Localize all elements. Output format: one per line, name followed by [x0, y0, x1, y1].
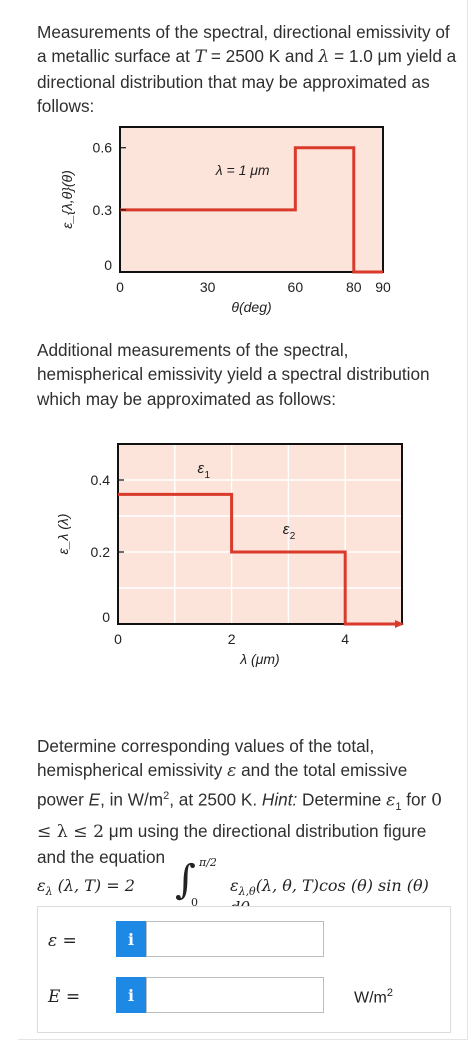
task-paragraph: Determine corresponding values of the to… — [37, 734, 457, 869]
plot-frame — [117, 443, 403, 625]
series-label-epsilon-1: ε — [198, 460, 205, 477]
series-label-subscript: 2 — [290, 531, 296, 542]
intro-text-2: yield a directional distribution that ma… — [37, 46, 457, 117]
unit-exponent: 2 — [163, 789, 170, 802]
task-text-1: Determine corresponding values of the to… — [37, 736, 375, 781]
y-tick-label: 0 — [104, 257, 112, 273]
equation-lhs-subscript: λ — [45, 885, 53, 899]
emissive-power-symbol: E — [88, 789, 101, 810]
wavelength-symbol: λ — [318, 47, 330, 68]
emissivity-series-line — [120, 146, 383, 274]
task-text-3: , in W/m — [100, 789, 164, 810]
emissivity-input[interactable] — [146, 921, 324, 957]
plot-background — [118, 444, 402, 624]
x-tick-label: 0 — [114, 631, 122, 647]
equation-lhs: ε — [37, 876, 46, 895]
series-label-subscript: 1 — [205, 470, 211, 481]
y-tick-label: 0 — [102, 609, 110, 625]
x-tick-label: 30 — [200, 279, 216, 295]
emissivity-symbol: ε — [227, 761, 237, 782]
info-icon[interactable]: i — [116, 977, 146, 1013]
integral-lower-limit: 0 — [191, 896, 198, 909]
intro-text-1: Measurements of the spectral, directiona… — [37, 22, 450, 67]
y-axis-label: ε_{λ,θ}(θ) — [59, 170, 75, 229]
equation-lhs-args: (λ, T) = 2 — [57, 876, 135, 895]
emissive-power-answer-label: E = — [48, 987, 81, 1007]
plot-frame — [119, 126, 384, 273]
task-text-5: Determine — [297, 789, 387, 810]
wavelength-range: 0 ≤ λ ≤ 2 — [37, 790, 442, 843]
directional-emissivity-chart: 0 30 60 80 90 0 0.3 0.6 θ(deg) ε_{λ,θ}(θ) λ = 1 μm — [59, 126, 391, 315]
task-text-6: for — [401, 789, 432, 810]
wavelength-value: = 1.0 μm — [329, 46, 402, 67]
plot-background — [120, 127, 383, 272]
task-text-2: and the total emissive power — [37, 760, 408, 810]
info-icon[interactable]: i — [116, 921, 146, 957]
emissivity-answer-label: ε = — [48, 931, 77, 951]
x-tick-label: 0 — [116, 279, 124, 295]
y-tick-label: 0.2 — [91, 544, 111, 560]
integral-upper-limit: π/2 — [199, 856, 217, 869]
y-axis-label: ε_λ (λ) — [55, 514, 71, 555]
x-tick-label: 4 — [341, 631, 349, 647]
epsilon-1-subscript: 1 — [395, 800, 402, 813]
hint-label: Hint: — [261, 789, 298, 810]
integrand-subscript: λ,θ — [238, 885, 256, 899]
wavelength-annotation: λ = 1 μm — [215, 162, 270, 178]
emissivity-series-line — [118, 492, 402, 626]
intro-paragraph: Measurements of the spectral, directiona… — [37, 20, 457, 119]
temperature-symbol: T — [194, 47, 207, 68]
y-tick-label: 0.6 — [93, 140, 113, 156]
emissivity-equation: ελ (λ, T) = 2 ∫ π/2 0 ελ,θ(λ, θ, T)cos (… — [37, 856, 457, 917]
x-tick-label: 90 — [375, 279, 391, 295]
x-axis-label: θ(deg) — [231, 299, 271, 315]
series-arrowhead — [395, 620, 404, 628]
unit-text: W/m — [354, 989, 387, 1007]
unit-superscript: 2 — [386, 987, 393, 999]
integral-sign: ∫ — [175, 857, 196, 903]
x-tick-label: 60 — [288, 279, 304, 295]
answer-area: ε = i E = i W/m2 — [37, 906, 451, 1033]
task-text-4: , at 2500 K. — [169, 789, 262, 810]
question-panel — [18, 0, 468, 1040]
series-label-epsilon-2: ε — [283, 521, 290, 538]
x-tick-label: 80 — [346, 279, 362, 295]
emissive-power-unit: W/m2 — [354, 987, 393, 1007]
mid-paragraph: Additional measurements of the spectral,… — [37, 340, 430, 409]
y-tick-label: 0.4 — [91, 472, 111, 488]
task-text-7: μm using the directional distribution fi… — [37, 821, 427, 867]
x-tick-label: 2 — [228, 631, 236, 647]
spectral-emissivity-chart: 0 2 400.20.4λ (μm)ε_λ (λ)ε 1ε 2 — [55, 443, 404, 667]
y-tick-label: 0.3 — [93, 202, 113, 218]
integrand-epsilon: ε — [230, 876, 239, 895]
temperature-value: = 2500 K and — [206, 46, 319, 67]
x-axis-label: λ (μm) — [239, 651, 279, 667]
emissive-power-input[interactable] — [146, 977, 324, 1013]
epsilon-1-symbol: ε — [386, 790, 396, 811]
